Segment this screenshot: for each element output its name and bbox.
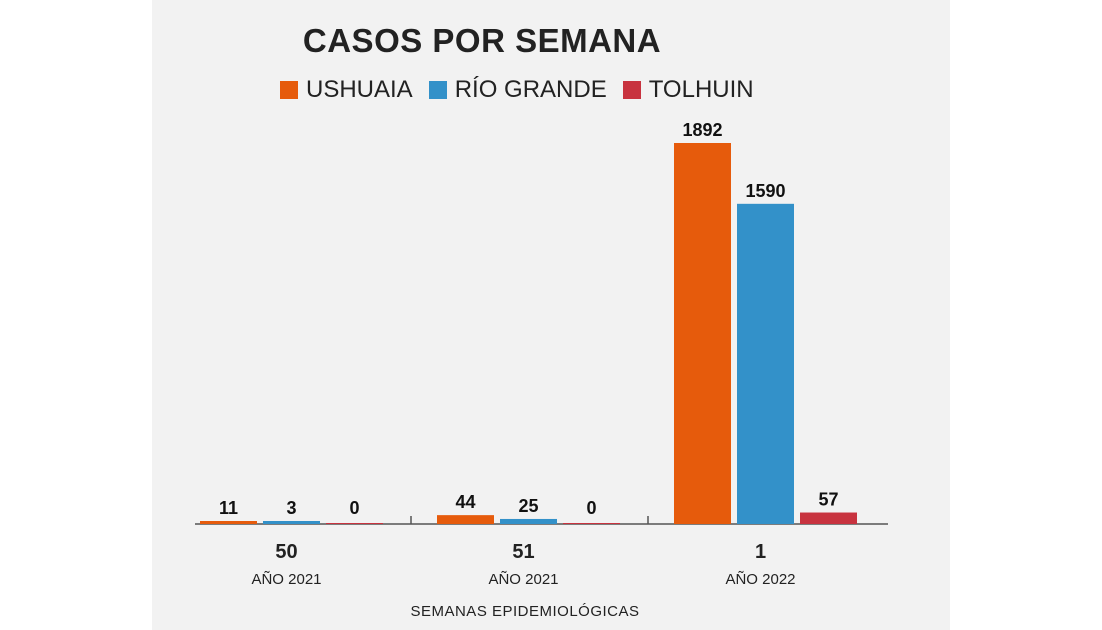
bar-value-label: 0: [586, 498, 596, 518]
bar-ushuaia-1: [674, 143, 731, 524]
bar-value-label: 25: [518, 496, 538, 516]
bar-r-o-grande-1: [737, 203, 794, 525]
x-tick-sublabel: AÑO 2021: [488, 571, 558, 588]
legend-label-tolhuin: TOLHUIN: [648, 76, 754, 103]
x-tick-sublabel: AÑO 2022: [725, 571, 795, 588]
legend-swatch-rio-grande: [428, 81, 447, 99]
chart-panel: CASOS POR SEMANA USHUAIA RÍO GRANDE TOLH…: [152, 0, 950, 630]
x-tick-label: 50: [275, 541, 297, 563]
bar-value-label: 1590: [745, 181, 785, 201]
bar-value-label: 1892: [682, 120, 722, 140]
x-tick-label: 1: [755, 541, 766, 563]
bar-r-o-grande-51: [500, 518, 557, 524]
legend-label-rio-grande: RÍO GRANDE: [454, 76, 607, 103]
bar-value-label: 44: [455, 492, 475, 512]
chart-title: CASOS POR SEMANA: [302, 22, 662, 59]
x-tick-label: 51: [512, 541, 534, 563]
x-tick-sublabel: AÑO 2021: [251, 571, 321, 588]
bar-value-label: 3: [286, 498, 296, 518]
bar-value-label: 0: [349, 498, 359, 518]
legend-item-tolhuin: TOLHUIN: [622, 76, 754, 104]
bar-value-label: 11: [219, 498, 238, 518]
legend-label-ushuaia: USHUAIA: [306, 76, 413, 103]
legend-swatch-tolhuin: [622, 81, 641, 99]
bar-ushuaia-50: [200, 521, 257, 524]
bar-r-o-grande-50: [263, 521, 320, 524]
bar-ushuaia-51: [437, 515, 494, 524]
x-axis-title: SEMANAS EPIDEMIOLÓGICAS: [410, 603, 639, 620]
bar-tolhuin-1: [800, 512, 857, 524]
legend-swatch-ushuaia: [280, 81, 298, 99]
legend-item-rio-grande: RÍO GRANDE: [428, 76, 607, 104]
bar-tolhuin-51: [563, 523, 620, 524]
bar-value-label: 57: [818, 490, 838, 510]
bar-tolhuin-50: [326, 523, 383, 524]
legend-item-ushuaia: USHUAIA: [280, 76, 413, 104]
legend: USHUAIA RÍO GRANDE TOLHUIN: [280, 76, 770, 104]
